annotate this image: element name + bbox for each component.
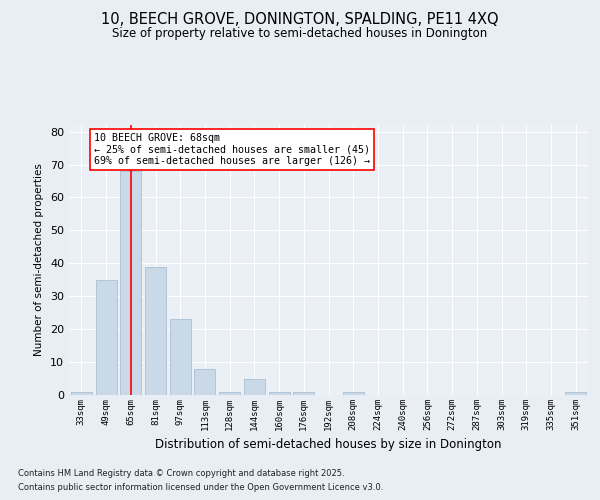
Bar bbox=[170, 320, 191, 395]
Bar bbox=[219, 392, 240, 395]
Bar bbox=[244, 378, 265, 395]
Bar bbox=[194, 368, 215, 395]
Text: Size of property relative to semi-detached houses in Donington: Size of property relative to semi-detach… bbox=[112, 28, 488, 40]
Text: Contains HM Land Registry data © Crown copyright and database right 2025.: Contains HM Land Registry data © Crown c… bbox=[18, 468, 344, 477]
Bar bbox=[565, 392, 586, 395]
Bar bbox=[95, 280, 116, 395]
Bar bbox=[145, 266, 166, 395]
Bar bbox=[71, 392, 92, 395]
X-axis label: Distribution of semi-detached houses by size in Donington: Distribution of semi-detached houses by … bbox=[155, 438, 502, 452]
Y-axis label: Number of semi-detached properties: Number of semi-detached properties bbox=[34, 164, 44, 356]
Bar bbox=[120, 171, 141, 395]
Bar bbox=[343, 392, 364, 395]
Text: 10, BEECH GROVE, DONINGTON, SPALDING, PE11 4XQ: 10, BEECH GROVE, DONINGTON, SPALDING, PE… bbox=[101, 12, 499, 28]
Bar bbox=[269, 392, 290, 395]
Text: 10 BEECH GROVE: 68sqm
← 25% of semi-detached houses are smaller (45)
69% of semi: 10 BEECH GROVE: 68sqm ← 25% of semi-deta… bbox=[94, 133, 370, 166]
Text: Contains public sector information licensed under the Open Government Licence v3: Contains public sector information licen… bbox=[18, 484, 383, 492]
Bar bbox=[293, 392, 314, 395]
